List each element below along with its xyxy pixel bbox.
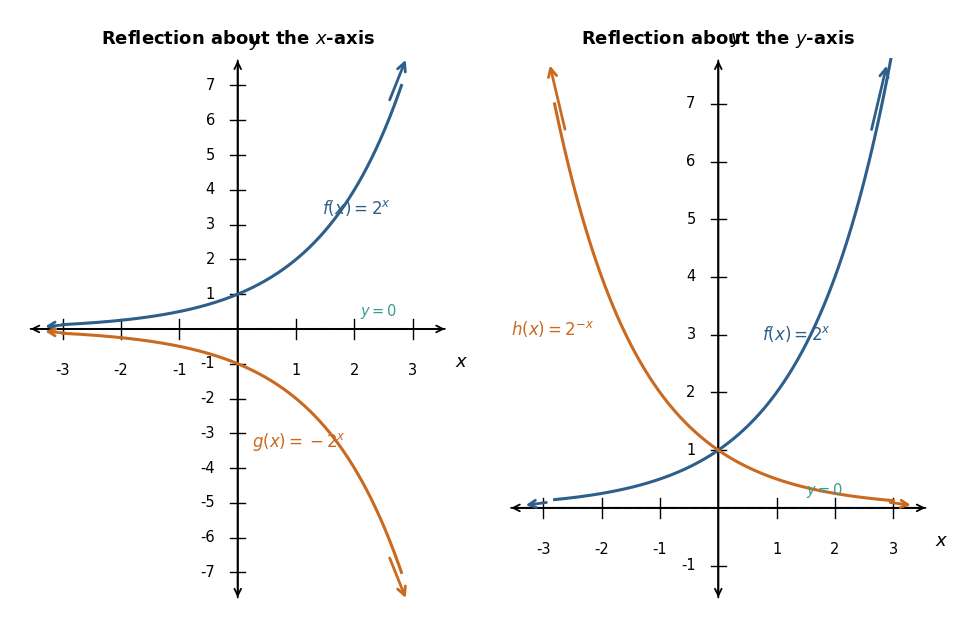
Text: -1: -1	[652, 542, 667, 557]
Title: Reflection about the $x$-axis: Reflection about the $x$-axis	[100, 30, 374, 48]
Text: -1: -1	[173, 363, 187, 378]
Text: 1: 1	[686, 443, 695, 458]
Text: 7: 7	[686, 96, 695, 111]
Text: 3: 3	[206, 217, 215, 232]
Text: -6: -6	[201, 530, 215, 545]
Title: Reflection about the $y$-axis: Reflection about the $y$-axis	[581, 28, 855, 50]
Text: -2: -2	[200, 391, 215, 406]
Text: 1: 1	[772, 542, 781, 557]
Text: -1: -1	[681, 558, 695, 573]
Text: 6: 6	[206, 113, 215, 127]
Text: 5: 5	[686, 212, 695, 227]
Text: $y$: $y$	[249, 35, 262, 53]
Text: 4: 4	[206, 182, 215, 197]
Text: -3: -3	[56, 363, 70, 378]
Text: 4: 4	[686, 269, 695, 284]
Text: 2: 2	[686, 385, 695, 400]
Text: 1: 1	[292, 363, 300, 378]
Text: $h(x) = 2^{-x}$: $h(x) = 2^{-x}$	[511, 319, 595, 338]
Text: 3: 3	[409, 363, 417, 378]
Text: $x$: $x$	[454, 354, 468, 371]
Text: -1: -1	[201, 356, 215, 371]
Text: -2: -2	[114, 363, 129, 378]
Text: -3: -3	[536, 542, 551, 557]
Text: 1: 1	[206, 286, 215, 301]
Text: -5: -5	[201, 495, 215, 511]
Text: 7: 7	[206, 78, 215, 93]
Text: 2: 2	[206, 252, 215, 267]
Text: 3: 3	[888, 542, 898, 557]
Text: $f(x) = 2^x$: $f(x) = 2^x$	[323, 198, 391, 218]
Text: $y = 0$: $y = 0$	[360, 301, 398, 321]
Text: $x$: $x$	[935, 533, 949, 550]
Text: -4: -4	[201, 460, 215, 475]
Text: $y$: $y$	[729, 31, 743, 49]
Text: $f(x) = 2^x$: $f(x) = 2^x$	[762, 325, 831, 345]
Text: 6: 6	[686, 154, 695, 169]
Text: $y = 0$: $y = 0$	[805, 481, 843, 500]
Text: 5: 5	[206, 148, 215, 163]
Text: 2: 2	[350, 363, 359, 378]
Text: 2: 2	[831, 542, 839, 557]
Text: -7: -7	[200, 565, 215, 580]
Text: $g(x) = -2^x$: $g(x) = -2^x$	[253, 431, 346, 453]
Text: -2: -2	[595, 542, 609, 557]
Text: -3: -3	[201, 426, 215, 441]
Text: 3: 3	[686, 327, 695, 342]
